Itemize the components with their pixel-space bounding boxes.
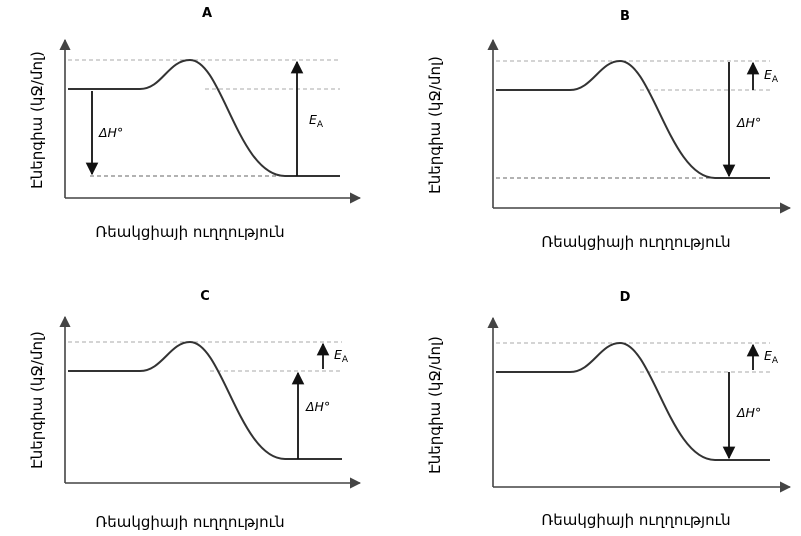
panel-title-d: D — [620, 290, 631, 305]
energy-curve-b — [496, 59, 770, 179]
energy-curve-d — [496, 341, 770, 461]
delta-h-label-d: ΔH° — [736, 405, 761, 420]
panel-d: D EA ΔH° Էներգիա (կՋ/մոլ) Ռեակցիայի ուղղ… — [426, 290, 792, 529]
x-axis-label-c: Ռեակցիայի ուղղություն — [95, 513, 284, 531]
x-axis-label-a: Ռեակցիայի ուղղություն — [95, 223, 284, 241]
x-axis-label-d: Ռեակցիայի ուղղություն — [541, 511, 730, 529]
y-axis-label-c: Էներգիա (կՋ/մոլ) — [28, 331, 46, 469]
energy-curve-a — [68, 58, 340, 177]
ea-label-c: EA — [334, 347, 349, 365]
y-axis-label-d: Էներգիա (կՋ/մոլ) — [426, 336, 444, 474]
panel-a: A ΔH° EA Էներգիա (կՋ/մոլ) Ռեակցիայի ուղղ… — [28, 6, 362, 241]
delta-h-label-a: ΔH° — [98, 125, 123, 140]
y-axis-label-b: Էներգիա (կՋ/մոլ) — [426, 56, 444, 194]
energy-curve-c — [68, 340, 342, 460]
panel-title-a: A — [202, 6, 212, 21]
ea-label-a: EA — [309, 112, 324, 130]
y-axis-label-a: Էներգիա (կՋ/մոլ) — [28, 51, 46, 189]
panel-c: C EA ΔH° Էներգիա (կՋ/մոլ) Ռեակցիայի ուղղ… — [28, 289, 362, 531]
panel-b: B EA ΔH° Էներգիա (կՋ/մոլ) Ռեակցիայի ուղղ… — [426, 9, 792, 251]
panel-title-c: C — [200, 289, 210, 304]
panel-title-b: B — [620, 9, 630, 24]
x-axis-label-b: Ռեակցիայի ուղղություն — [541, 233, 730, 251]
delta-h-label-c: ΔH° — [305, 399, 330, 414]
ea-label-b: EA — [764, 67, 779, 85]
ea-label-d: EA — [764, 348, 779, 366]
delta-h-label-b: ΔH° — [736, 115, 761, 130]
